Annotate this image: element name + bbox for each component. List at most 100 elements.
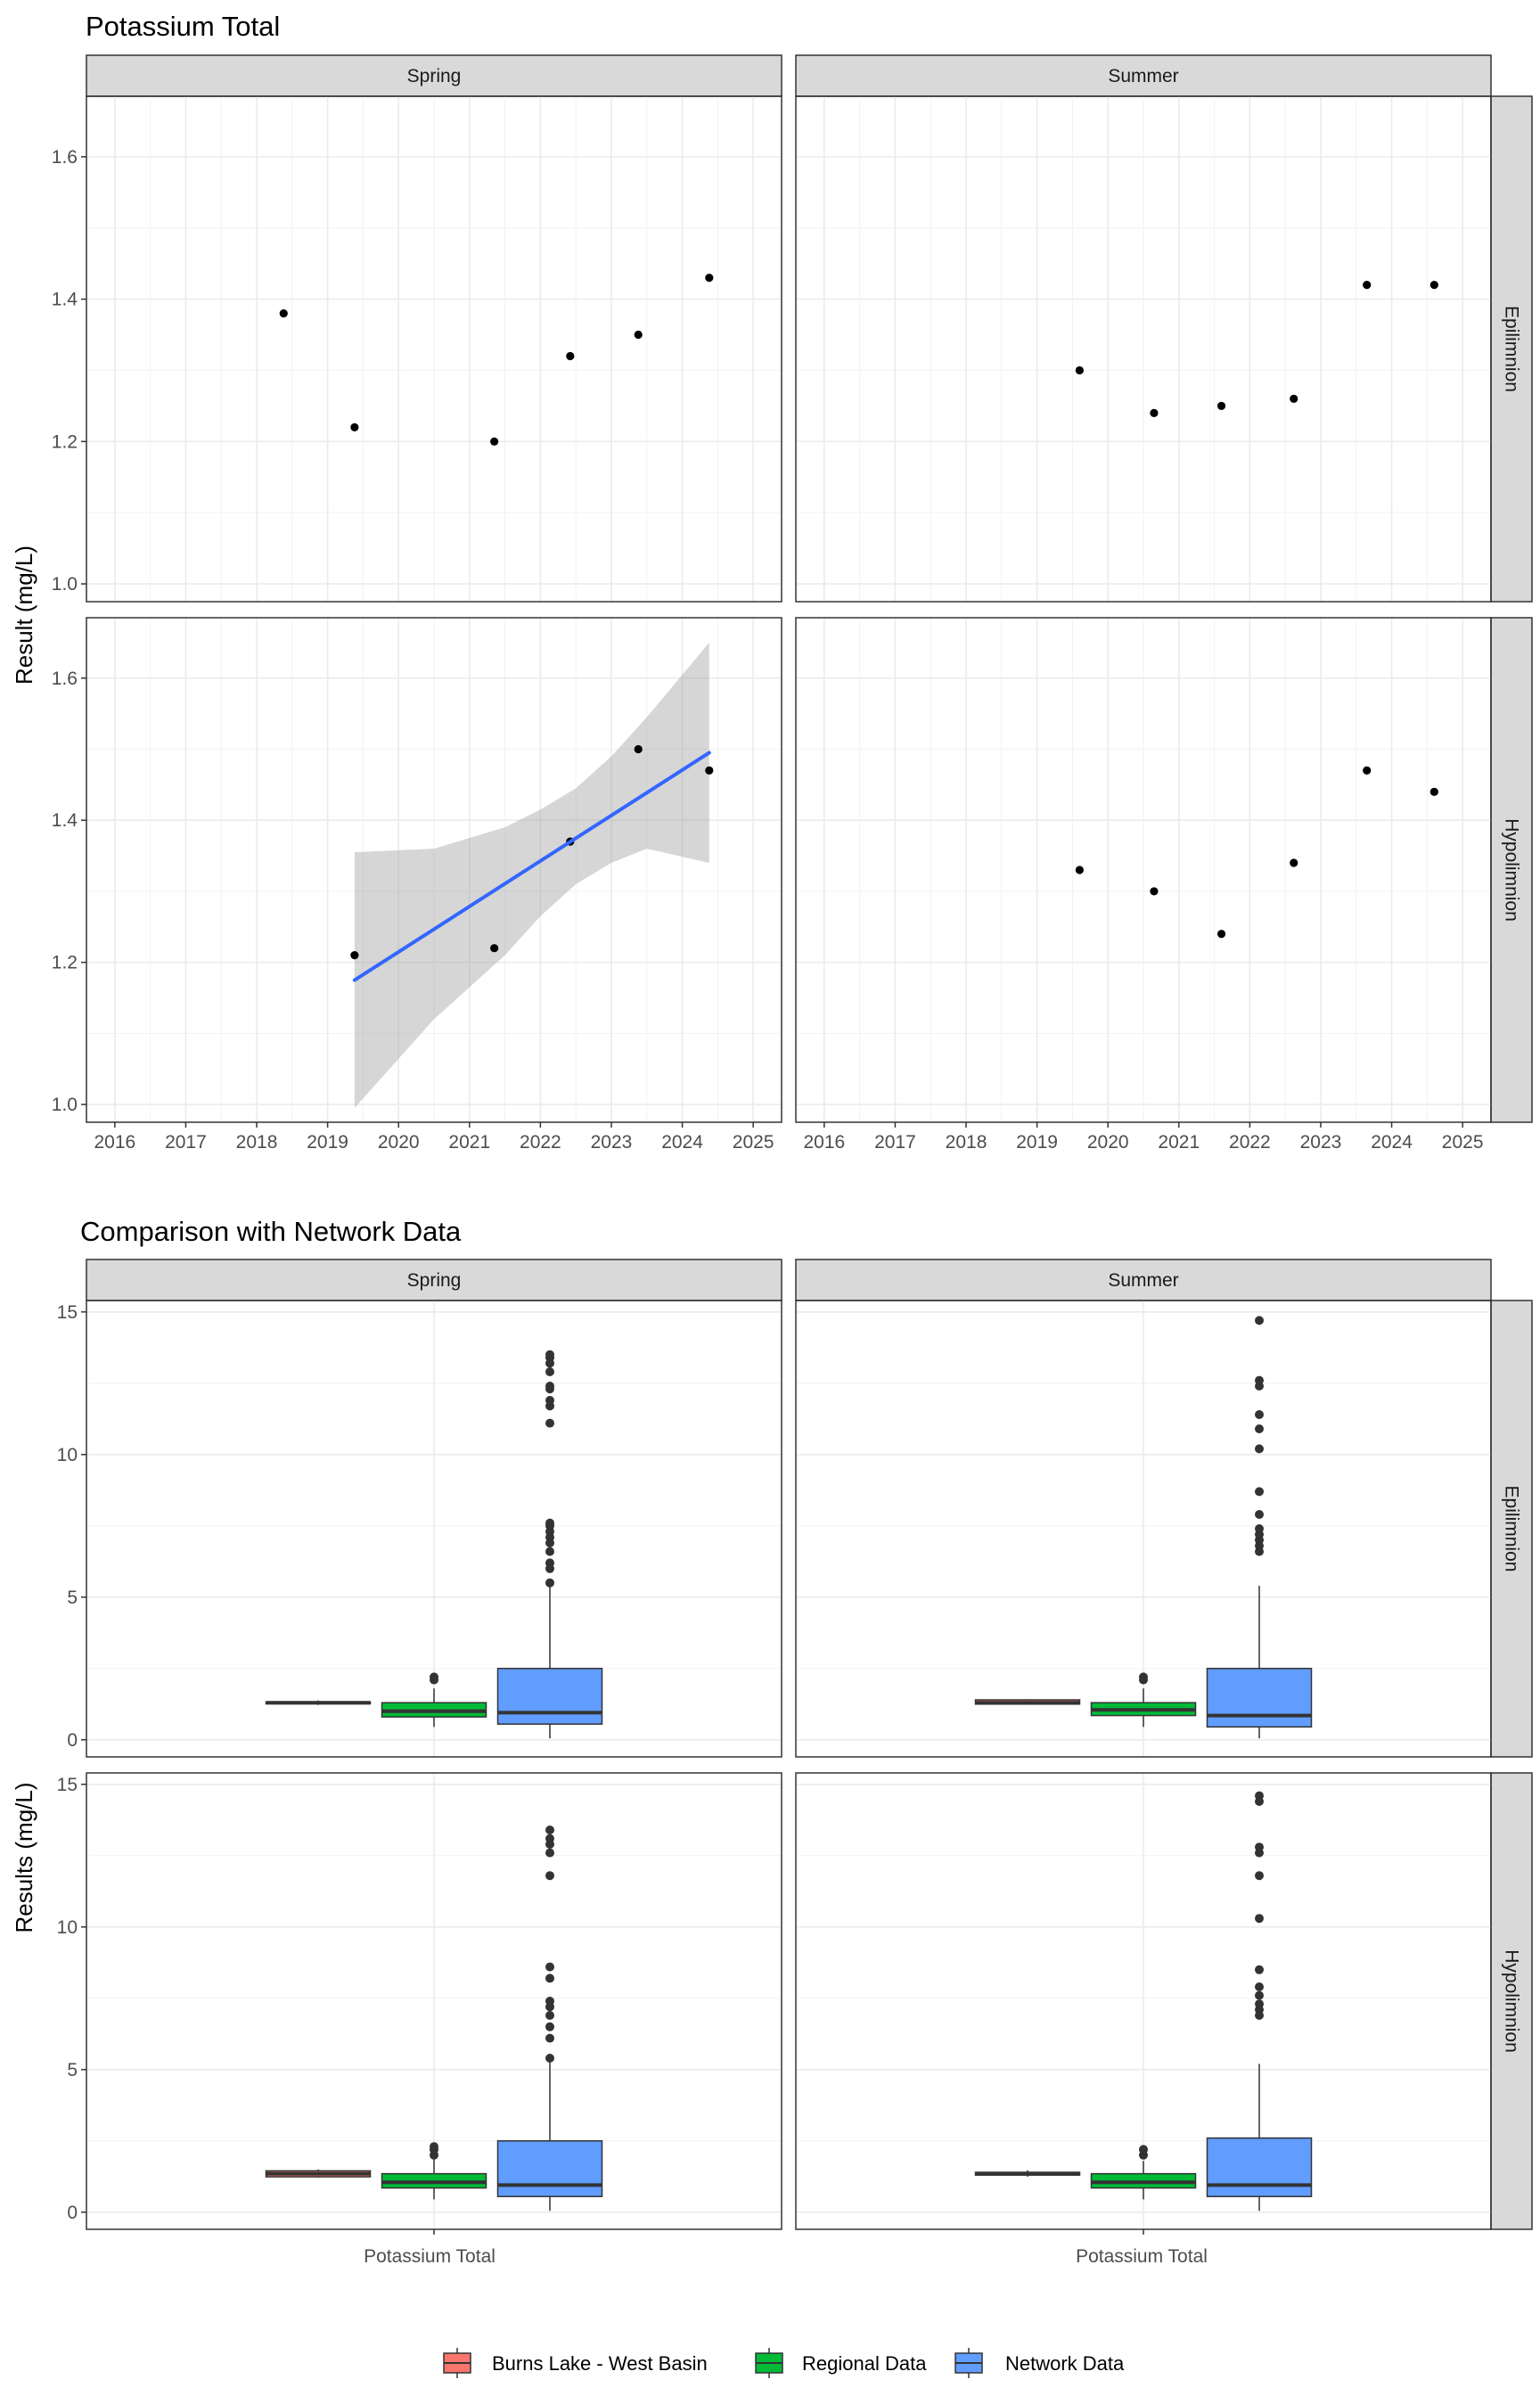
data-point — [1216, 401, 1226, 410]
y-tick-label: 10 — [57, 1445, 78, 1465]
chart2-strip-label-summer: Summer — [1108, 1270, 1178, 1291]
y-tick-label: 5 — [67, 2060, 78, 2080]
outlier-point — [1255, 1990, 1264, 2000]
y-tick-label: 1.0 — [52, 1095, 78, 1115]
data-point — [705, 274, 714, 283]
x-tick-label: 2019 — [1016, 1132, 1058, 1153]
outlier-point — [1255, 1842, 1264, 1852]
box-burns-lake-west-basin — [974, 1699, 1081, 1705]
chart1-strip-label-summer: Summer — [1108, 66, 1178, 86]
data-point — [705, 766, 714, 775]
x-tick-label: 2018 — [946, 1132, 987, 1153]
y-tick-label: 10 — [57, 1917, 78, 1938]
outlier-point — [430, 2142, 438, 2152]
outlier-point — [1255, 1914, 1264, 1924]
box-network-data — [1206, 1791, 1313, 2211]
chart1-panel-spring-hypolimnion — [86, 617, 782, 1123]
box-body — [496, 2140, 603, 2197]
data-point — [634, 330, 643, 340]
outlier-point — [1255, 1316, 1264, 1325]
data-point — [1150, 887, 1159, 896]
data-point — [1429, 281, 1438, 290]
x-tick-label: 2022 — [520, 1132, 561, 1153]
chart1-strip-label-hypolimnion: Hypolimnion — [1502, 818, 1522, 922]
outlier-point — [545, 1962, 554, 1972]
x-tick-label: 2017 — [165, 1132, 207, 1153]
x-tick-label: 2021 — [1158, 1132, 1200, 1153]
chart2-panel-spring-epilimnion — [86, 1300, 782, 1758]
outlier-point — [545, 1871, 554, 1881]
outlier-point — [545, 1396, 554, 1405]
data-point — [279, 308, 288, 318]
y-tick-label: 15 — [57, 1775, 78, 1795]
box-network-data — [1206, 1316, 1313, 1739]
chart1-y-axis-label: Result (mg/L) — [11, 546, 37, 685]
outlier-point — [1255, 1487, 1264, 1497]
outlier-point — [1255, 1375, 1264, 1385]
data-point — [1075, 866, 1084, 874]
chart2-panel-spring-epilimnion-border — [86, 1300, 782, 1758]
x-tick-label: 2024 — [661, 1132, 703, 1153]
y-tick-label: 1.2 — [52, 953, 78, 973]
x-tick-label: 2020 — [1087, 1132, 1129, 1153]
box-network-data — [496, 1826, 603, 2211]
chart1-strip-spring — [86, 54, 782, 97]
x-tick-label: 2025 — [1442, 1132, 1484, 1153]
chart1-strip-epilimnion — [1490, 95, 1533, 603]
chart1-panel-spring-epilimnion-border — [86, 95, 782, 603]
chart2-strip-label-epilimnion: Epilimnion — [1502, 1486, 1522, 1572]
y-tick-label: 1.4 — [52, 290, 78, 310]
y-tick-label: 1.4 — [52, 810, 78, 831]
outlier-point — [430, 1675, 438, 1685]
outlier-point — [545, 1973, 554, 1983]
box-regional-data — [381, 2142, 487, 2200]
chart1-panel-summer-epilimnion — [795, 95, 1492, 603]
chart2-strip-label-hypolimnion: Hypolimnion — [1502, 1949, 1522, 2053]
legend-item-regional-data: Regional Data — [755, 2348, 927, 2378]
outlier-point — [545, 2011, 554, 2020]
outlier-point — [1255, 1999, 1264, 2009]
x-tick-label: 2019 — [307, 1132, 348, 1153]
y-tick-label: 1.2 — [52, 431, 78, 452]
data-point — [350, 423, 359, 431]
chart2-panel-summer-epilimnion-border — [795, 1300, 1492, 1758]
chart2-strip-summer — [795, 1259, 1492, 1301]
outlier-point — [1255, 1424, 1264, 1433]
box-network-data — [496, 1350, 603, 1739]
outlier-point — [545, 1848, 554, 1858]
box-burns-lake-west-basin — [265, 2169, 372, 2179]
legend-label-regional-data: Regional Data — [802, 2352, 927, 2375]
data-point — [1075, 365, 1084, 375]
trend-line — [352, 751, 711, 982]
outlier-point — [545, 1997, 554, 2006]
x-tick-label: 2025 — [733, 1132, 774, 1153]
chart2-x-tick-label-summer: Potassium Total — [1076, 2246, 1208, 2267]
outlier-point — [545, 1826, 554, 1834]
outlier-point — [1255, 1965, 1264, 1974]
legend-item-burns-lake: Burns Lake - West Basin — [443, 2348, 708, 2378]
y-tick-label: 1.6 — [52, 147, 78, 168]
x-tick-label: 2024 — [1371, 1132, 1413, 1153]
data-point — [1363, 766, 1372, 775]
y-tick-label: 0 — [67, 1730, 78, 1751]
outlier-point — [1255, 1510, 1264, 1519]
outlier-point — [1139, 1675, 1148, 1685]
x-tick-label: 2018 — [236, 1132, 278, 1153]
data-point — [1290, 394, 1298, 404]
y-tick-label: 0 — [67, 2203, 78, 2223]
box-regional-data — [1090, 1672, 1197, 1727]
chart1-panel-summer-hypolimnion — [795, 617, 1492, 1123]
legend-label-burns-lake: Burns Lake - West Basin — [492, 2352, 708, 2375]
chart2-x-tick-label-spring: Potassium Total — [364, 2246, 496, 2267]
box-regional-data — [381, 1672, 487, 1727]
outlier-point — [545, 2022, 554, 2031]
outlier-point — [545, 1518, 554, 1528]
outlier-point — [545, 1418, 554, 1428]
x-tick-label: 2016 — [803, 1132, 845, 1153]
data-point — [1429, 787, 1438, 796]
x-tick-label: 2022 — [1229, 1132, 1271, 1153]
x-tick-label: 2016 — [94, 1132, 135, 1153]
x-tick-label: 2023 — [591, 1132, 633, 1153]
data-point — [490, 944, 499, 953]
